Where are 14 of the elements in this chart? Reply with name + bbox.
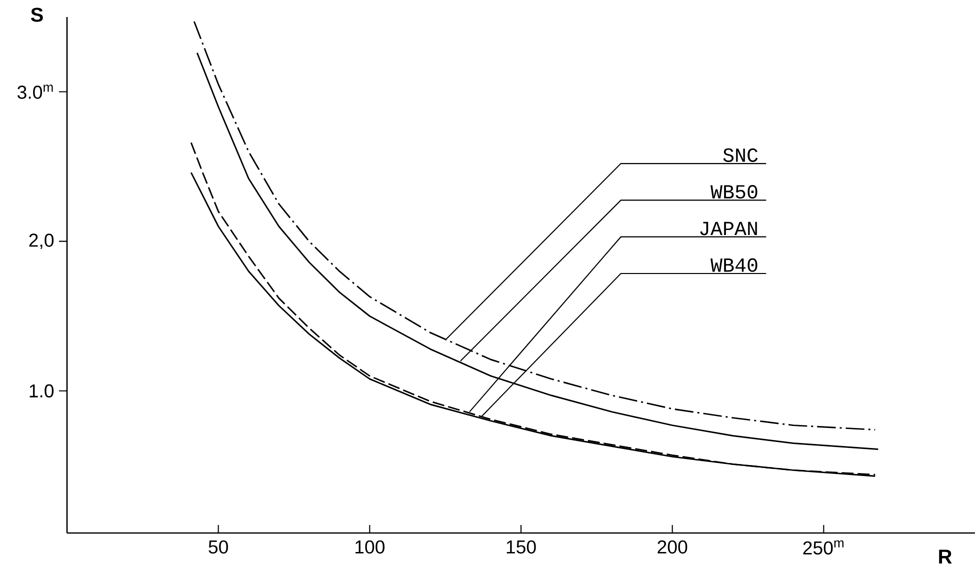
annotation: WB40 — [710, 258, 758, 272]
y-tick-label: 1.0 — [30, 384, 54, 398]
annotation: JAPAN — [700, 222, 757, 236]
x-axis-title: R — [939, 550, 952, 564]
annotation: WB50 — [710, 185, 758, 199]
x-tick-label: 50 — [208, 540, 228, 554]
y-tick-label: 2,0 — [29, 234, 54, 250]
y-tick-label: 3.0$^{m}$ — [18, 84, 53, 99]
x-tick-label: 150 — [506, 540, 536, 554]
y-axis-title: S — [30, 8, 43, 22]
x-tick-label: 100 — [356, 540, 385, 554]
x-tick-label: 250$^{m}$ — [803, 540, 844, 555]
annotation: SNC — [723, 148, 758, 162]
x-tick-label: 200 — [658, 540, 688, 554]
